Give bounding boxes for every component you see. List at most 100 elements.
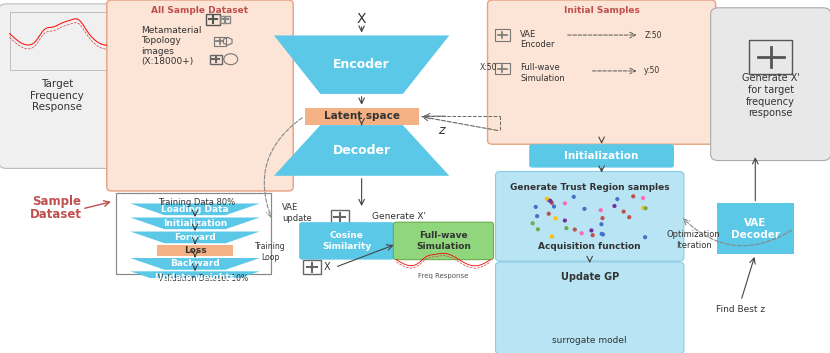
Point xyxy=(529,204,542,210)
Point xyxy=(608,203,621,209)
Text: y:50: y:50 xyxy=(644,66,661,76)
Polygon shape xyxy=(560,298,589,328)
Point xyxy=(637,195,650,201)
Text: Target
Frequency
Response: Target Frequency Response xyxy=(31,79,84,113)
Point xyxy=(596,215,609,221)
Point xyxy=(526,221,540,226)
Text: Validation Dataset 10%: Validation Dataset 10% xyxy=(159,274,248,283)
Bar xyxy=(158,245,232,257)
Bar xyxy=(749,40,793,74)
Text: Update weights: Update weights xyxy=(155,273,235,282)
Point xyxy=(627,193,640,199)
Polygon shape xyxy=(130,232,260,243)
Bar xyxy=(331,210,349,224)
Bar xyxy=(220,16,230,23)
Text: Latent space: Latent space xyxy=(324,111,399,121)
Text: Full-wave
Simulation: Full-wave Simulation xyxy=(520,63,565,83)
Text: Find Best z: Find Best z xyxy=(716,305,765,314)
Text: Encoder: Encoder xyxy=(334,58,390,71)
Text: Freq Response: Freq Response xyxy=(418,273,469,279)
Polygon shape xyxy=(560,298,619,321)
Text: VAE
Decoder: VAE Decoder xyxy=(730,218,780,240)
Text: X:50: X:50 xyxy=(480,62,497,72)
Bar xyxy=(305,108,418,125)
Point xyxy=(585,228,598,233)
Text: X: X xyxy=(324,262,330,273)
FancyBboxPatch shape xyxy=(487,0,715,144)
Text: Sample: Sample xyxy=(32,195,81,208)
Bar xyxy=(303,261,321,274)
Point xyxy=(597,232,610,237)
Text: Backward: Backward xyxy=(170,259,220,268)
Point xyxy=(559,218,572,223)
Point xyxy=(559,225,573,231)
Bar xyxy=(214,37,226,46)
Point xyxy=(568,227,581,232)
Text: Loss: Loss xyxy=(183,246,207,255)
Point xyxy=(542,197,555,203)
Bar xyxy=(496,63,510,74)
Point xyxy=(595,231,608,237)
FancyBboxPatch shape xyxy=(299,222,394,259)
Point xyxy=(637,205,650,211)
FancyBboxPatch shape xyxy=(0,4,117,168)
Text: VAE
Encoder: VAE Encoder xyxy=(520,30,554,49)
Point xyxy=(639,205,652,211)
Polygon shape xyxy=(274,35,449,94)
Point xyxy=(559,201,572,206)
Text: Training
Loop: Training Loop xyxy=(255,242,286,262)
Point xyxy=(544,198,557,204)
Text: Update GP: Update GP xyxy=(560,272,619,282)
Polygon shape xyxy=(274,125,449,176)
Text: Training Data 80%: Training Data 80% xyxy=(159,198,236,207)
Point xyxy=(595,221,608,227)
Polygon shape xyxy=(130,203,260,215)
Text: Optimization
Iteration: Optimization Iteration xyxy=(667,231,720,250)
Text: Full-wave
Simulation: Full-wave Simulation xyxy=(416,231,471,251)
Bar xyxy=(716,203,794,254)
Point xyxy=(545,234,559,239)
Text: Loading Data: Loading Data xyxy=(161,205,229,214)
FancyBboxPatch shape xyxy=(107,0,293,191)
Point xyxy=(638,234,652,240)
Text: Decoder: Decoder xyxy=(333,144,391,157)
Bar xyxy=(115,193,271,274)
Bar xyxy=(694,301,788,318)
Polygon shape xyxy=(130,217,260,229)
Polygon shape xyxy=(130,258,260,270)
Point xyxy=(540,196,554,202)
Bar xyxy=(206,14,220,25)
Point xyxy=(549,216,562,221)
Point xyxy=(531,227,544,232)
Text: Initialization: Initialization xyxy=(163,219,227,228)
Text: VAE
update: VAE update xyxy=(282,203,312,223)
Point xyxy=(567,194,580,200)
Point xyxy=(545,200,559,206)
Point xyxy=(594,207,608,213)
Text: Z:50: Z:50 xyxy=(644,31,662,40)
FancyBboxPatch shape xyxy=(496,172,684,261)
Point xyxy=(617,209,630,214)
Point xyxy=(547,204,560,209)
Point xyxy=(578,206,591,212)
Text: Cosine
Similarity: Cosine Similarity xyxy=(322,231,371,251)
FancyBboxPatch shape xyxy=(710,8,830,161)
Text: X: X xyxy=(357,12,366,26)
Polygon shape xyxy=(130,271,260,283)
Text: Generate Trust Region samples: Generate Trust Region samples xyxy=(510,183,670,192)
Text: Metamaterial
Topology
images
(X:18000+): Metamaterial Topology images (X:18000+) xyxy=(141,26,202,66)
FancyBboxPatch shape xyxy=(496,262,684,353)
Text: Generate X': Generate X' xyxy=(372,212,426,221)
Text: Acquisition function: Acquisition function xyxy=(539,242,641,251)
Point xyxy=(611,196,624,202)
Polygon shape xyxy=(560,316,619,339)
Text: Initial Samples: Initial Samples xyxy=(564,6,640,14)
Text: Forward: Forward xyxy=(174,233,216,242)
Point xyxy=(586,232,599,238)
Bar xyxy=(10,12,107,70)
FancyBboxPatch shape xyxy=(393,222,494,259)
Point xyxy=(542,211,555,217)
Text: Dataset: Dataset xyxy=(30,208,82,221)
Point xyxy=(530,213,544,219)
Point xyxy=(622,214,636,220)
